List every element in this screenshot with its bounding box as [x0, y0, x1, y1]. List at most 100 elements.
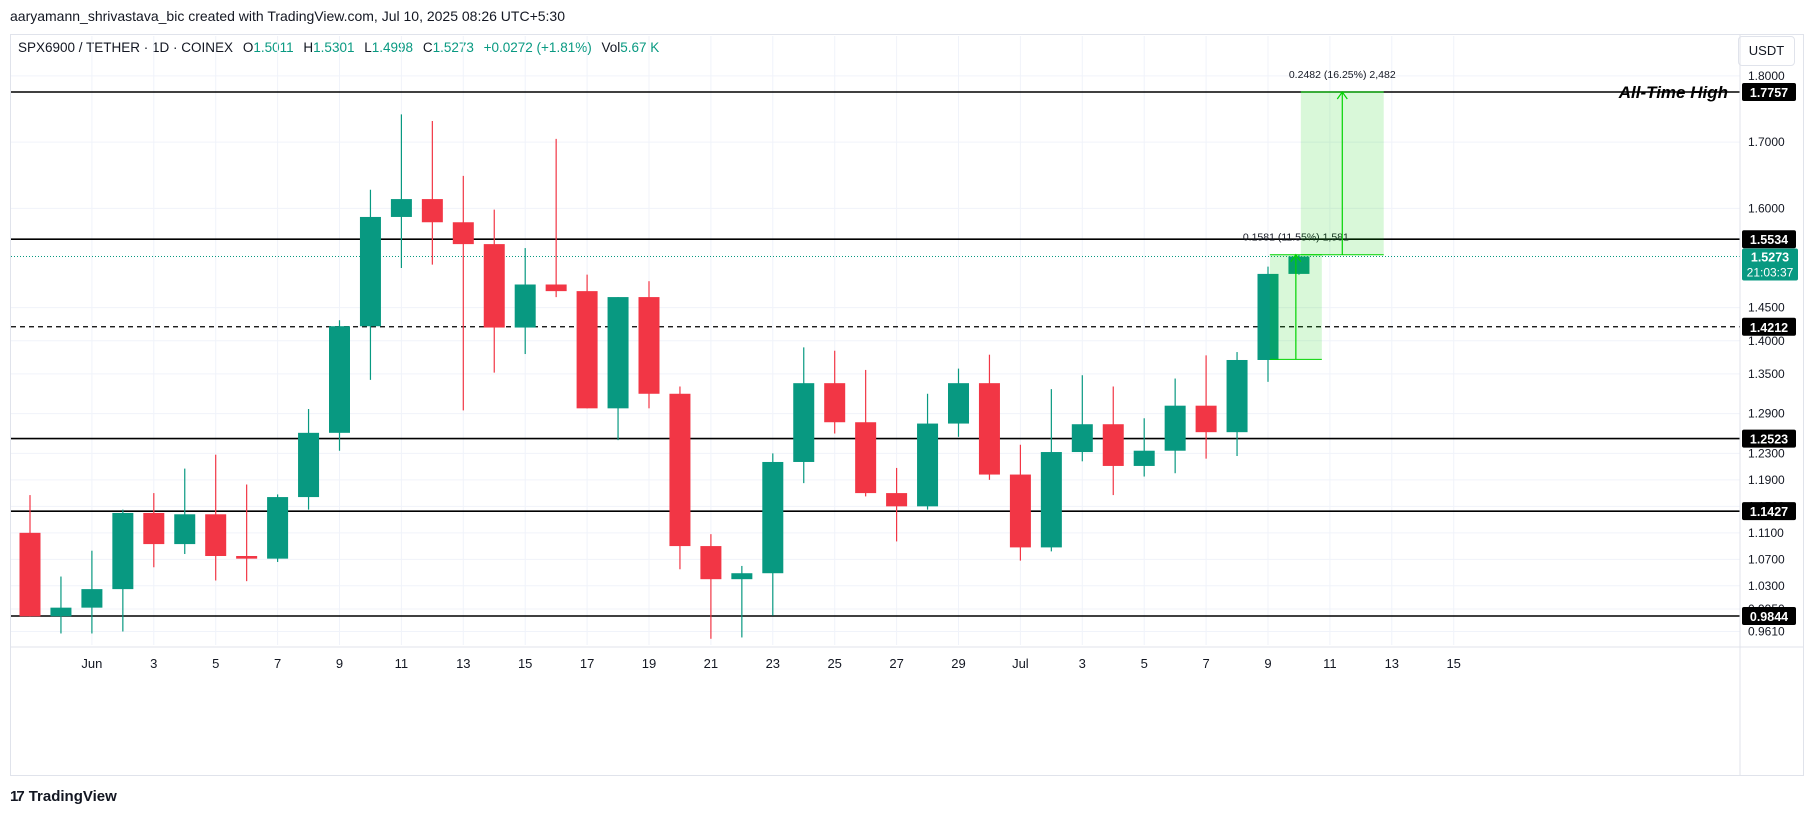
- candle-body: [19, 532, 41, 617]
- price-axis: 0.96100.99501.03001.07001.11001.15001.19…: [1739, 35, 1798, 776]
- candle-body: [978, 383, 1000, 475]
- candle: [236, 484, 258, 582]
- candle-body: [669, 393, 691, 547]
- candle-body: [1133, 450, 1155, 466]
- level-price-label: 1.2523: [1750, 433, 1788, 447]
- candle-body: [112, 512, 134, 590]
- candle: [329, 320, 350, 451]
- time-tick-label: 25: [827, 656, 841, 671]
- price-tick-label: 1.7000: [1748, 135, 1785, 149]
- candle: [174, 468, 196, 555]
- candle: [576, 274, 598, 409]
- last-price-badge: [1742, 248, 1798, 281]
- candle-body: [390, 199, 412, 217]
- candle: [917, 393, 939, 510]
- candle: [421, 120, 443, 265]
- candle: [514, 248, 536, 355]
- time-tick-label: 3: [150, 656, 157, 671]
- currency-button[interactable]: USDT: [1738, 36, 1795, 66]
- time-tick-label: 27: [889, 656, 903, 671]
- candle-body: [700, 546, 722, 580]
- open-value: 1.5011: [253, 40, 294, 55]
- candle: [607, 297, 629, 441]
- time-tick-label: 7: [1202, 656, 1209, 671]
- candle-body: [1164, 405, 1186, 451]
- high-label: H: [303, 40, 314, 55]
- candle: [50, 576, 72, 634]
- candle-body: [1257, 273, 1279, 360]
- dashed-level-label: 1.4212: [1750, 321, 1788, 335]
- candle: [978, 354, 1000, 480]
- time-tick-label: 11: [1323, 656, 1337, 671]
- candle: [545, 138, 567, 298]
- candle-body: [452, 222, 474, 245]
- low-value: 1.4998: [371, 40, 414, 55]
- candle-body: [886, 493, 908, 507]
- candle-body: [205, 514, 227, 557]
- chart-frame: [10, 34, 1804, 776]
- candle-body: [793, 383, 815, 462]
- candle: [855, 369, 877, 497]
- candle-body: [174, 514, 196, 545]
- tv-icon: 17: [10, 788, 25, 805]
- time-tick-label: 13: [1385, 656, 1399, 671]
- price-tick-label: 1.1100: [1748, 526, 1784, 540]
- candle-body: [359, 216, 381, 327]
- candle-body: [855, 422, 877, 494]
- candle-body: [731, 573, 753, 580]
- candle-body: [298, 432, 320, 498]
- candle-body: [143, 512, 165, 545]
- candle: [1257, 266, 1279, 382]
- symbol-label[interactable]: SPX6900 / TETHER · 1D · COINEX: [18, 40, 234, 55]
- candle: [793, 347, 815, 484]
- level-price-badge: [1742, 83, 1796, 101]
- candle-body: [1102, 424, 1124, 466]
- candle: [298, 408, 320, 510]
- candle: [824, 350, 846, 434]
- candle: [1195, 355, 1217, 459]
- time-tick-label: 19: [642, 656, 656, 671]
- price-tick-label: 0.9610: [1748, 624, 1785, 638]
- level-price-badge: [1742, 502, 1796, 521]
- candle-body: [1288, 256, 1310, 274]
- candle: [638, 281, 660, 409]
- candle-body: [421, 199, 443, 223]
- tradingview-logo[interactable]: 17 TradingView: [10, 788, 117, 805]
- candle: [669, 386, 691, 570]
- last-price-label: 1.5273: [1751, 250, 1789, 264]
- time-tick-label: 11: [395, 656, 409, 671]
- candle: [112, 509, 134, 632]
- candle-body: [545, 284, 567, 292]
- price-tick-label: 1.4500: [1748, 301, 1785, 315]
- high-value: 1.5301: [313, 40, 355, 55]
- candle-body: [329, 326, 350, 433]
- candle: [948, 368, 969, 437]
- candle: [1226, 352, 1248, 457]
- candle: [1133, 418, 1155, 477]
- candle: [731, 565, 753, 638]
- candle-body: [917, 423, 939, 507]
- price-tick-label: 1.4000: [1748, 334, 1785, 348]
- close-label: C: [422, 40, 433, 55]
- price-tick-label: 1.2300: [1748, 446, 1785, 460]
- time-tick-label: 3: [1079, 656, 1086, 671]
- volume-label: Vol: [601, 40, 621, 55]
- candle-body: [81, 589, 103, 608]
- level-price-label: 1.5534: [1750, 233, 1788, 247]
- candle: [483, 209, 505, 373]
- price-tick-label: 1.3500: [1748, 367, 1785, 381]
- time-tick-label: 9: [1264, 656, 1271, 671]
- price-tick-label: 1.0300: [1748, 579, 1785, 593]
- price-tick-label: 1.8000: [1748, 69, 1785, 83]
- time-tick-label: Jun: [81, 656, 102, 671]
- candle: [452, 175, 474, 411]
- time-axis: Jun 3 5 7 9 11 13 15 17 19 21 23 25 27 29 Jul 3 5 7 9 11 13 15: [11, 646, 1804, 671]
- candle-body: [1195, 405, 1217, 433]
- candle: [359, 189, 381, 380]
- candle-body: [483, 244, 505, 328]
- candle-body: [1040, 452, 1062, 548]
- time-tick-label: 7: [274, 656, 281, 671]
- candle-body: [576, 291, 598, 409]
- level-price-label: 1.7757: [1750, 86, 1788, 100]
